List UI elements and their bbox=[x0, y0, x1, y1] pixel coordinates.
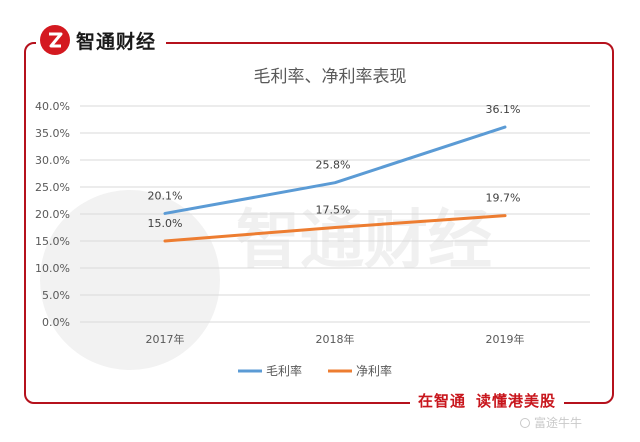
data-label: 25.8% bbox=[316, 159, 351, 172]
y-tick-label: 10.0% bbox=[35, 262, 70, 275]
legend-label: 净利率 bbox=[356, 363, 392, 378]
data-label: 20.1% bbox=[148, 189, 183, 202]
data-label: 15.0% bbox=[148, 217, 183, 230]
x-tick-label: 2018年 bbox=[316, 332, 355, 346]
slogan-part-2: 读懂港美股 bbox=[476, 392, 557, 410]
brand-name: 智通财经 bbox=[76, 30, 157, 53]
y-tick-label: 0.0% bbox=[42, 316, 70, 329]
slogan: 在智通 读懂港美股 bbox=[410, 388, 565, 414]
series-line-net-margin bbox=[163, 214, 507, 243]
series-line-gross-margin bbox=[163, 125, 507, 215]
y-tick-label: 35.0% bbox=[35, 127, 70, 140]
corner-logo-icon bbox=[520, 417, 530, 428]
slogan-part-1: 在智通 bbox=[418, 392, 467, 410]
legend-label: 毛利率 bbox=[266, 363, 302, 378]
corner-watermark: 富途牛牛 bbox=[520, 414, 582, 431]
watermark-logo-icon bbox=[40, 190, 220, 370]
y-tick-label: 15.0% bbox=[35, 235, 70, 248]
y-tick-label: 30.0% bbox=[35, 154, 70, 167]
corner-watermark-text: 富途牛牛 bbox=[534, 416, 583, 430]
chart-frame bbox=[24, 42, 614, 404]
x-tick-label: 2019年 bbox=[486, 332, 525, 346]
chart-title: 毛利率、净利率表现 bbox=[254, 67, 407, 87]
y-tick-label: 40.0% bbox=[35, 100, 70, 113]
brand-header: 智通财经 bbox=[36, 22, 167, 58]
data-label: 17.5% bbox=[316, 204, 351, 217]
brand-logo-icon bbox=[40, 25, 70, 55]
data-label: 36.1% bbox=[486, 103, 521, 116]
x-tick-label: 2017年 bbox=[146, 332, 185, 346]
y-tick-label: 5.0% bbox=[42, 289, 70, 302]
data-label: 19.7% bbox=[486, 192, 521, 205]
watermark: 智通财经 bbox=[40, 190, 492, 370]
y-tick-label: 20.0% bbox=[35, 208, 70, 221]
y-tick-label: 25.0% bbox=[35, 181, 70, 194]
